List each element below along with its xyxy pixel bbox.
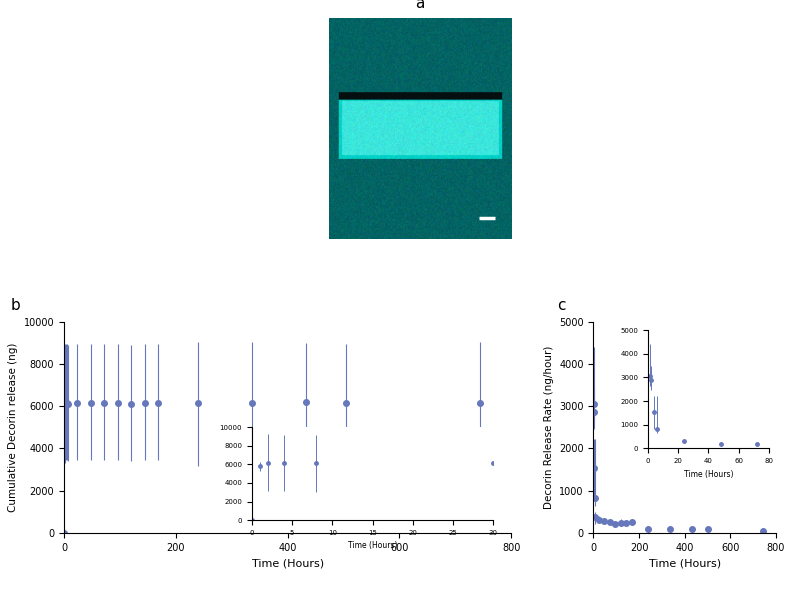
Text: c: c: [557, 298, 566, 313]
Y-axis label: Cumulative Decorin release (ng): Cumulative Decorin release (ng): [8, 343, 18, 512]
X-axis label: Time (Hours): Time (Hours): [251, 558, 324, 568]
Y-axis label: Decorin Release Rate (ng/hour): Decorin Release Rate (ng/hour): [543, 346, 554, 509]
Text: a: a: [415, 0, 425, 11]
Text: b: b: [10, 298, 20, 313]
X-axis label: Time (Hours): Time (Hours): [649, 558, 721, 568]
